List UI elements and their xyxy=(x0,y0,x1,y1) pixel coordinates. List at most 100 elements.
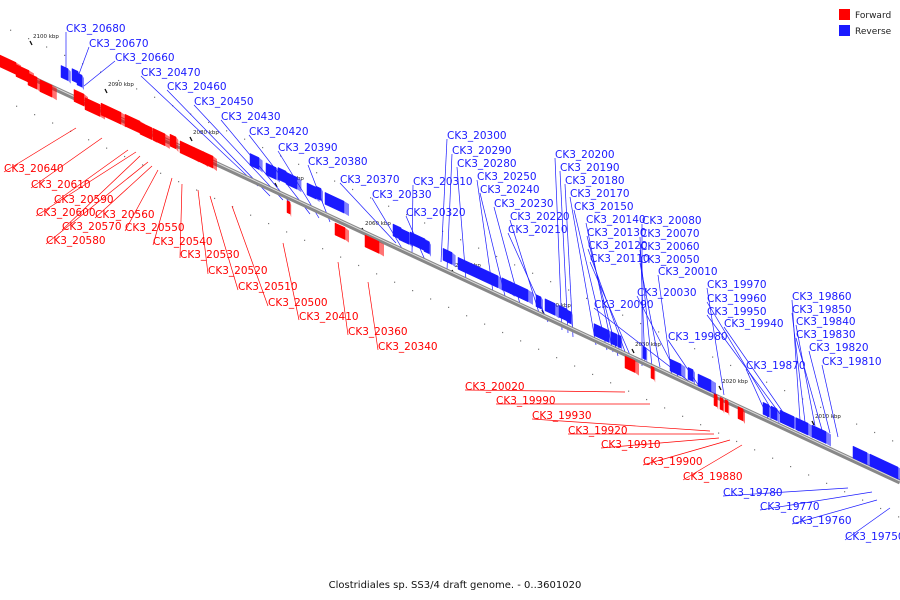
gene-label-ck3-20210: CK3_20210 xyxy=(508,224,568,236)
minor-tick xyxy=(844,491,846,493)
legend-forward-swatch xyxy=(839,9,850,20)
gene-label-ck3-20180: CK3_20180 xyxy=(565,175,625,187)
gene-label-ck3-19990: CK3_19990 xyxy=(496,395,556,407)
scale-tick-label: 2010 kbp xyxy=(815,414,841,420)
reverse-gene-arrow xyxy=(795,417,813,439)
scale-tick xyxy=(189,136,193,142)
gene-label-ck3-20120: CK3_20120 xyxy=(588,240,648,252)
reverse-gene-arrow xyxy=(770,405,780,424)
minor-tick xyxy=(646,398,648,401)
leader-line-ck3-20110 xyxy=(589,261,634,363)
leader-line-ck3-20360 xyxy=(337,261,349,336)
reverse-gene-arrow xyxy=(442,247,456,268)
leader-line-ck3-19980 xyxy=(667,339,704,393)
leader-line-ck3-20550 xyxy=(124,169,159,232)
leader-line-ck3-19960 xyxy=(706,301,774,413)
minor-tick xyxy=(460,239,462,241)
minor-tick xyxy=(142,164,144,166)
minor-tick xyxy=(898,516,900,518)
leader-line-ck3-19950 xyxy=(706,314,781,415)
gene-label-ck3-19970: CK3_19970 xyxy=(707,279,767,291)
leader-line-ck3-20470 xyxy=(140,75,259,187)
forward-gene-arrow xyxy=(724,399,730,416)
leader-line-ck3-20520 xyxy=(197,189,209,275)
gene-label-ck3-19820: CK3_19820 xyxy=(809,342,869,354)
gene-label-ck3-20200: CK3_20200 xyxy=(555,149,615,161)
leader-line-ck3-20190 xyxy=(559,170,569,334)
minor-tick xyxy=(16,105,18,107)
leader-line-ck3-20560 xyxy=(94,165,153,219)
gene-label-ck3-20340: CK3_20340 xyxy=(378,341,438,353)
scale-tick xyxy=(718,385,722,391)
minor-tick xyxy=(118,79,120,82)
minor-tick xyxy=(754,449,756,451)
gene-label-ck3-20390: CK3_20390 xyxy=(278,142,338,154)
scale-tick-label: 2100 kbp xyxy=(33,34,59,40)
minor-tick xyxy=(682,415,684,417)
gene-label-ck3-20010: CK3_20010 xyxy=(658,266,718,278)
minor-tick xyxy=(388,205,390,207)
legend-forward-label: Forward xyxy=(855,11,891,21)
gene-label-ck3-20360: CK3_20360 xyxy=(348,326,408,338)
minor-tick xyxy=(592,373,594,376)
reverse-gene-arrow xyxy=(509,281,533,305)
minor-tick xyxy=(10,29,12,31)
gene-label-ck3-20380: CK3_20380 xyxy=(308,156,368,168)
minor-tick xyxy=(64,54,66,56)
gene-label-ck3-20070: CK3_20070 xyxy=(640,228,700,240)
scale-tick xyxy=(274,182,278,188)
minor-tick xyxy=(136,88,138,90)
gene-label-ck3-20140: CK3_20140 xyxy=(586,214,646,226)
leader-line-ck3-20590 xyxy=(53,149,129,204)
gene-label-ck3-20240: CK3_20240 xyxy=(480,184,540,196)
gene-label-ck3-19950: CK3_19950 xyxy=(707,306,767,318)
gene-label-ck3-19980: CK3_19980 xyxy=(668,331,728,343)
leader-line-ck3-20340 xyxy=(367,281,379,351)
minor-tick xyxy=(856,423,858,425)
gene-label-ck3-19940: CK3_19940 xyxy=(724,318,784,330)
leader-line-ck3-20180 xyxy=(564,183,574,338)
leader-line-ck3-19840 xyxy=(795,324,816,427)
gene-label-ck3-20560: CK3_20560 xyxy=(95,209,155,221)
minor-tick xyxy=(178,181,180,183)
minor-tick xyxy=(244,138,246,140)
minor-tick xyxy=(622,314,624,316)
minor-tick xyxy=(538,348,540,350)
gene-label-ck3-20510: CK3_20510 xyxy=(238,281,298,293)
gene-label-ck3-20300: CK3_20300 xyxy=(447,130,507,142)
gene-label-ck3-20330: CK3_20330 xyxy=(372,189,432,201)
minor-tick xyxy=(862,499,864,501)
minor-tick xyxy=(496,255,498,258)
minor-tick xyxy=(196,189,198,191)
gene-label-ck3-20290: CK3_20290 xyxy=(452,145,512,157)
gene-label-ck3-20450: CK3_20450 xyxy=(194,96,254,108)
gene-label-ck3-20050: CK3_20050 xyxy=(640,254,700,266)
minor-tick xyxy=(334,180,336,182)
minor-tick xyxy=(340,256,342,258)
minor-tick xyxy=(766,381,768,383)
gene-label-ck3-20280: CK3_20280 xyxy=(457,158,517,170)
gene-label-ck3-20640: CK3_20640 xyxy=(4,163,64,175)
leader-line-ck3-20450 xyxy=(193,104,284,201)
minor-tick xyxy=(394,281,396,283)
legend-reverse-label: Reverse xyxy=(855,27,892,37)
forward-gene-arrow xyxy=(39,79,57,101)
minor-tick xyxy=(298,163,300,165)
leader-line-ck3-20540 xyxy=(152,177,173,246)
minor-tick xyxy=(262,146,264,149)
leader-line-ck3-19930 xyxy=(531,418,711,432)
gene-label-ck3-20470: CK3_20470 xyxy=(141,67,201,79)
minor-tick xyxy=(718,432,720,434)
leader-line-ck3-20220 xyxy=(509,219,541,317)
minor-tick xyxy=(46,46,48,48)
minor-tick xyxy=(226,130,228,132)
minor-tick xyxy=(820,406,822,408)
gene-label-ck3-20680: CK3_20680 xyxy=(66,23,126,35)
leader-line-ck3-19830 xyxy=(795,337,823,431)
minor-tick xyxy=(448,306,450,308)
minor-tick xyxy=(502,331,504,334)
leader-line-ck3-19770 xyxy=(759,491,873,511)
gene-label-ck3-20610: CK3_20610 xyxy=(31,179,91,191)
gene-label-ck3-20220: CK3_20220 xyxy=(510,211,570,223)
gene-label-ck3-20500: CK3_20500 xyxy=(268,297,328,309)
